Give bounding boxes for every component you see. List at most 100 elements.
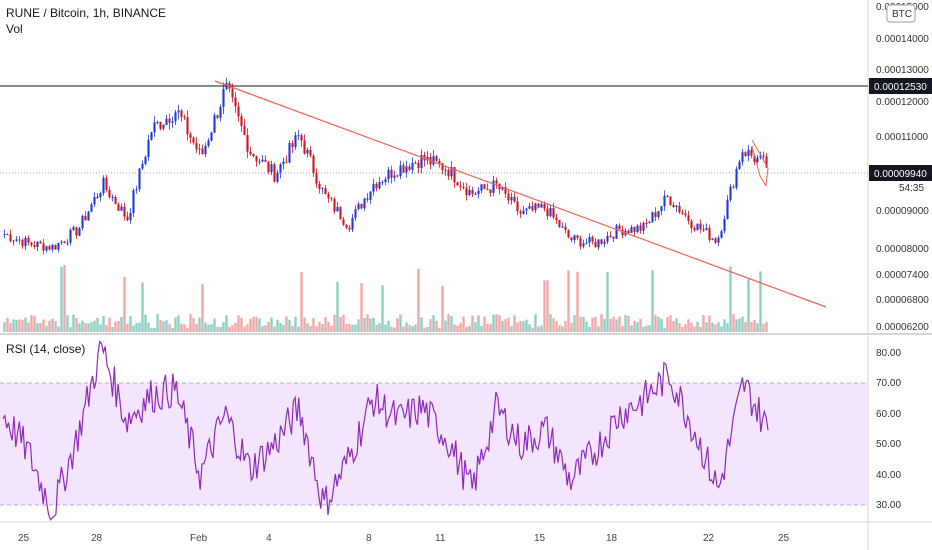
volume-bar: [15, 319, 18, 332]
candle-body: [558, 220, 561, 228]
volume-bar: [723, 319, 726, 332]
volume-bar: [360, 283, 363, 332]
volume-bar: [408, 324, 411, 332]
candle-body: [597, 239, 600, 248]
volume-bar: [117, 321, 120, 332]
volume-bar: [441, 285, 444, 332]
candle-body: [357, 203, 360, 210]
volume-bar: [141, 282, 144, 332]
volume-bar: [498, 315, 501, 332]
volume-bar: [606, 271, 609, 332]
candle-body: [759, 155, 762, 158]
volume-bar: [21, 320, 24, 332]
candle-body: [57, 242, 60, 250]
volume-bar: [690, 322, 693, 332]
horizontal-level-label[interactable]: 0.00012530: [869, 78, 932, 94]
time-axis[interactable]: 25 28 Feb 4 8 11 15 18 22 25: [18, 533, 790, 544]
candle-body: [528, 206, 531, 209]
wedge-lower[interactable]: [751, 145, 767, 187]
volume-bar: [366, 314, 369, 332]
rsi-tick: 30.00: [876, 500, 901, 511]
candle-body: [639, 225, 642, 231]
volume-bar: [678, 323, 681, 332]
candle-body: [291, 143, 294, 148]
volume-bar: [96, 317, 99, 332]
rsi-axis[interactable]: 80.00 70.00 60.00 50.00 40.00 30.00: [876, 348, 901, 511]
volume-bar: [312, 318, 315, 332]
candle-body: [735, 168, 738, 188]
candle-body: [669, 196, 672, 205]
volume-bar: [765, 321, 768, 332]
candle-body: [39, 241, 42, 244]
volume-bar: [345, 323, 348, 332]
candle-body: [315, 172, 318, 184]
candle-body: [462, 186, 465, 189]
candle-body: [297, 135, 300, 137]
candle-body: [330, 198, 333, 200]
price-pane[interactable]: [0, 0, 868, 332]
candle-body: [258, 161, 261, 163]
volume-bar: [561, 326, 564, 332]
volume-bar: [51, 318, 54, 332]
volume-bar: [177, 315, 180, 332]
candle-body: [354, 209, 357, 218]
trendline[interactable]: [214, 80, 827, 308]
volume-bar: [204, 322, 207, 332]
volume-bar: [237, 315, 240, 332]
volume-bar: [168, 323, 171, 332]
wedge-upper[interactable]: [751, 139, 769, 187]
volume-bar: [102, 315, 105, 332]
volume-bar: [744, 322, 747, 332]
volume-bar: [531, 327, 534, 332]
volume-bar: [54, 321, 57, 332]
volume-bar: [159, 320, 162, 332]
volume-bar: [186, 327, 189, 332]
volume-bar: [555, 321, 558, 332]
volume-bar: [63, 265, 66, 332]
candle-body: [399, 165, 402, 177]
candle-body: [69, 229, 72, 243]
candle-body: [591, 237, 594, 242]
candle-body: [744, 152, 747, 157]
candle-body: [42, 243, 45, 251]
candle-body: [690, 220, 693, 229]
volume-bar: [621, 326, 624, 332]
candle-body: [405, 166, 408, 173]
volume-bar: [309, 325, 312, 332]
candle-body: [543, 204, 546, 209]
volume-bar: [549, 314, 552, 332]
candle-body: [480, 184, 483, 191]
candle-body: [678, 205, 681, 213]
candle-body: [6, 234, 9, 236]
volume-bar: [570, 322, 573, 332]
candle-body: [573, 235, 576, 241]
volume-bar: [252, 316, 255, 332]
candle-body: [765, 156, 768, 168]
rsi-label: RSI (14, close): [6, 342, 85, 356]
volume-bar: [681, 327, 684, 332]
candle-body: [183, 116, 186, 118]
candle-body: [138, 168, 141, 190]
price-tick: 0.00008000: [876, 244, 929, 255]
candle-body: [477, 190, 480, 194]
candle-body: [384, 179, 387, 183]
price-tick: 0.00009000: [876, 206, 929, 217]
volume-bar: [534, 314, 537, 332]
volume-bar: [153, 327, 156, 332]
volume-bar: [33, 315, 36, 332]
candle-body: [72, 227, 75, 230]
currency-badge[interactable]: BTC: [886, 4, 916, 23]
candle-body: [513, 196, 516, 202]
volume-bar: [552, 318, 555, 332]
rsi-tick: 70.00: [876, 378, 901, 389]
candle-body: [699, 223, 702, 230]
volume-bar: [633, 320, 636, 332]
last-price-label[interactable]: 0.00009940 54:35: [869, 165, 932, 194]
candle-body: [696, 223, 699, 231]
volume-bar: [513, 315, 516, 332]
candle-body: [489, 189, 492, 193]
candles: [3, 77, 768, 255]
volume-bar: [399, 314, 402, 332]
